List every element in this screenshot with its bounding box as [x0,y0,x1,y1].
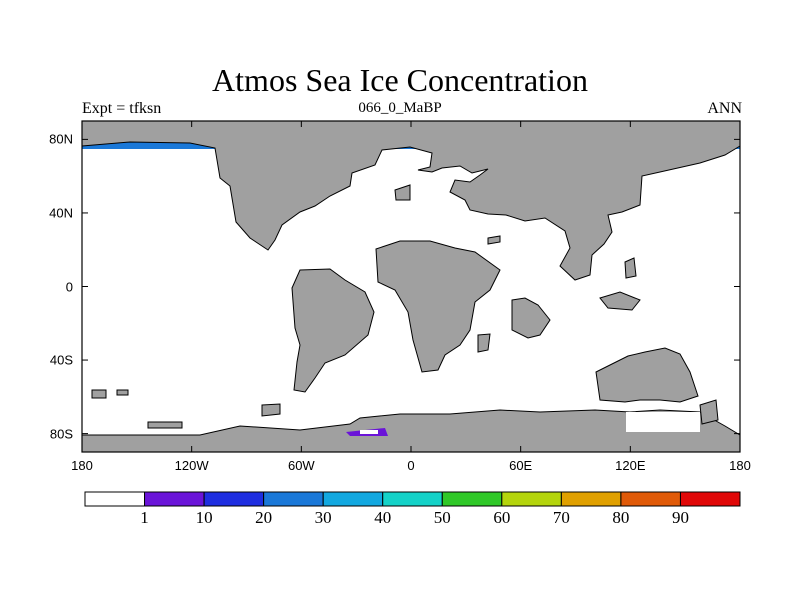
x-tick-label: 180 [729,458,751,473]
colorbar-swatch [679,491,741,507]
x-tick-label: 120W [174,458,209,473]
colorbar-swatch [501,491,562,507]
y-tick-label: 40S [49,352,73,368]
colorbar-level-label: 80 [612,508,630,527]
x-tick-label: 180 [71,458,93,473]
experiment-label: Expt = tfksn [82,100,162,117]
north-america-eurasia-land [81,120,741,281]
antarctic-ice-inner [360,430,378,434]
africa-arabia-land [375,240,501,373]
colorbar-level-label: 70 [552,508,570,527]
colorbar-swatch [560,491,622,507]
x-tick-label: 0 [407,458,415,473]
antarctica-land [81,409,741,453]
island-peninsula-tip [147,421,183,429]
colorbar-swatch [620,491,681,507]
south-america-land [291,268,375,393]
southern-ocean-gap [626,412,700,432]
island-japan [624,257,637,279]
season-label: ANN [707,100,742,117]
colorbar-swatch [263,491,324,507]
colorbar-swatch [144,491,205,507]
y-tick-label: 80S [49,426,73,442]
y-tick-label: 80N [49,131,73,147]
colorbar-level-label: 60 [493,508,511,527]
colorbar-level-label: 90 [671,508,689,527]
colorbar-level-label: 50 [433,508,451,527]
colorbar-swatch [441,491,503,507]
x-tick-label: 60W [287,458,315,473]
colorbar-swatch [322,491,384,507]
colorbar-level-label: 40 [374,508,392,527]
island-south-pacific [91,389,107,399]
axis-ticks [81,121,741,452]
island-mediterranean [487,235,501,245]
colorbar-level-label: 10 [195,508,213,527]
island-greenland-east [394,184,411,201]
colorbar-level-label: 1 [140,508,149,527]
colorbar-swatch [203,491,265,507]
colorbar-swatch [84,491,146,507]
map-title: Atmos Sea Ice Concentration [212,62,588,98]
period-label: 066_0_MaBP [358,100,442,116]
colorbar-swatch [382,491,443,507]
colorbar [84,491,741,507]
colorbar-level-label: 20 [255,508,273,527]
colorbar-level-label: 30 [314,508,332,527]
y-tick-label: 40N [49,205,73,221]
island-madagascar [477,333,491,353]
island-south-atlantic [261,403,281,417]
australia-land [595,347,699,403]
x-tick-label: 120E [615,458,646,473]
india-land [511,297,551,339]
map-plot [81,120,741,453]
island-southeast-asia [599,291,641,311]
x-tick-label: 60E [509,458,533,473]
island-south-pacific-2 [116,389,129,396]
island-new-zealand [699,399,719,425]
y-tick-label: 0 [65,279,73,294]
